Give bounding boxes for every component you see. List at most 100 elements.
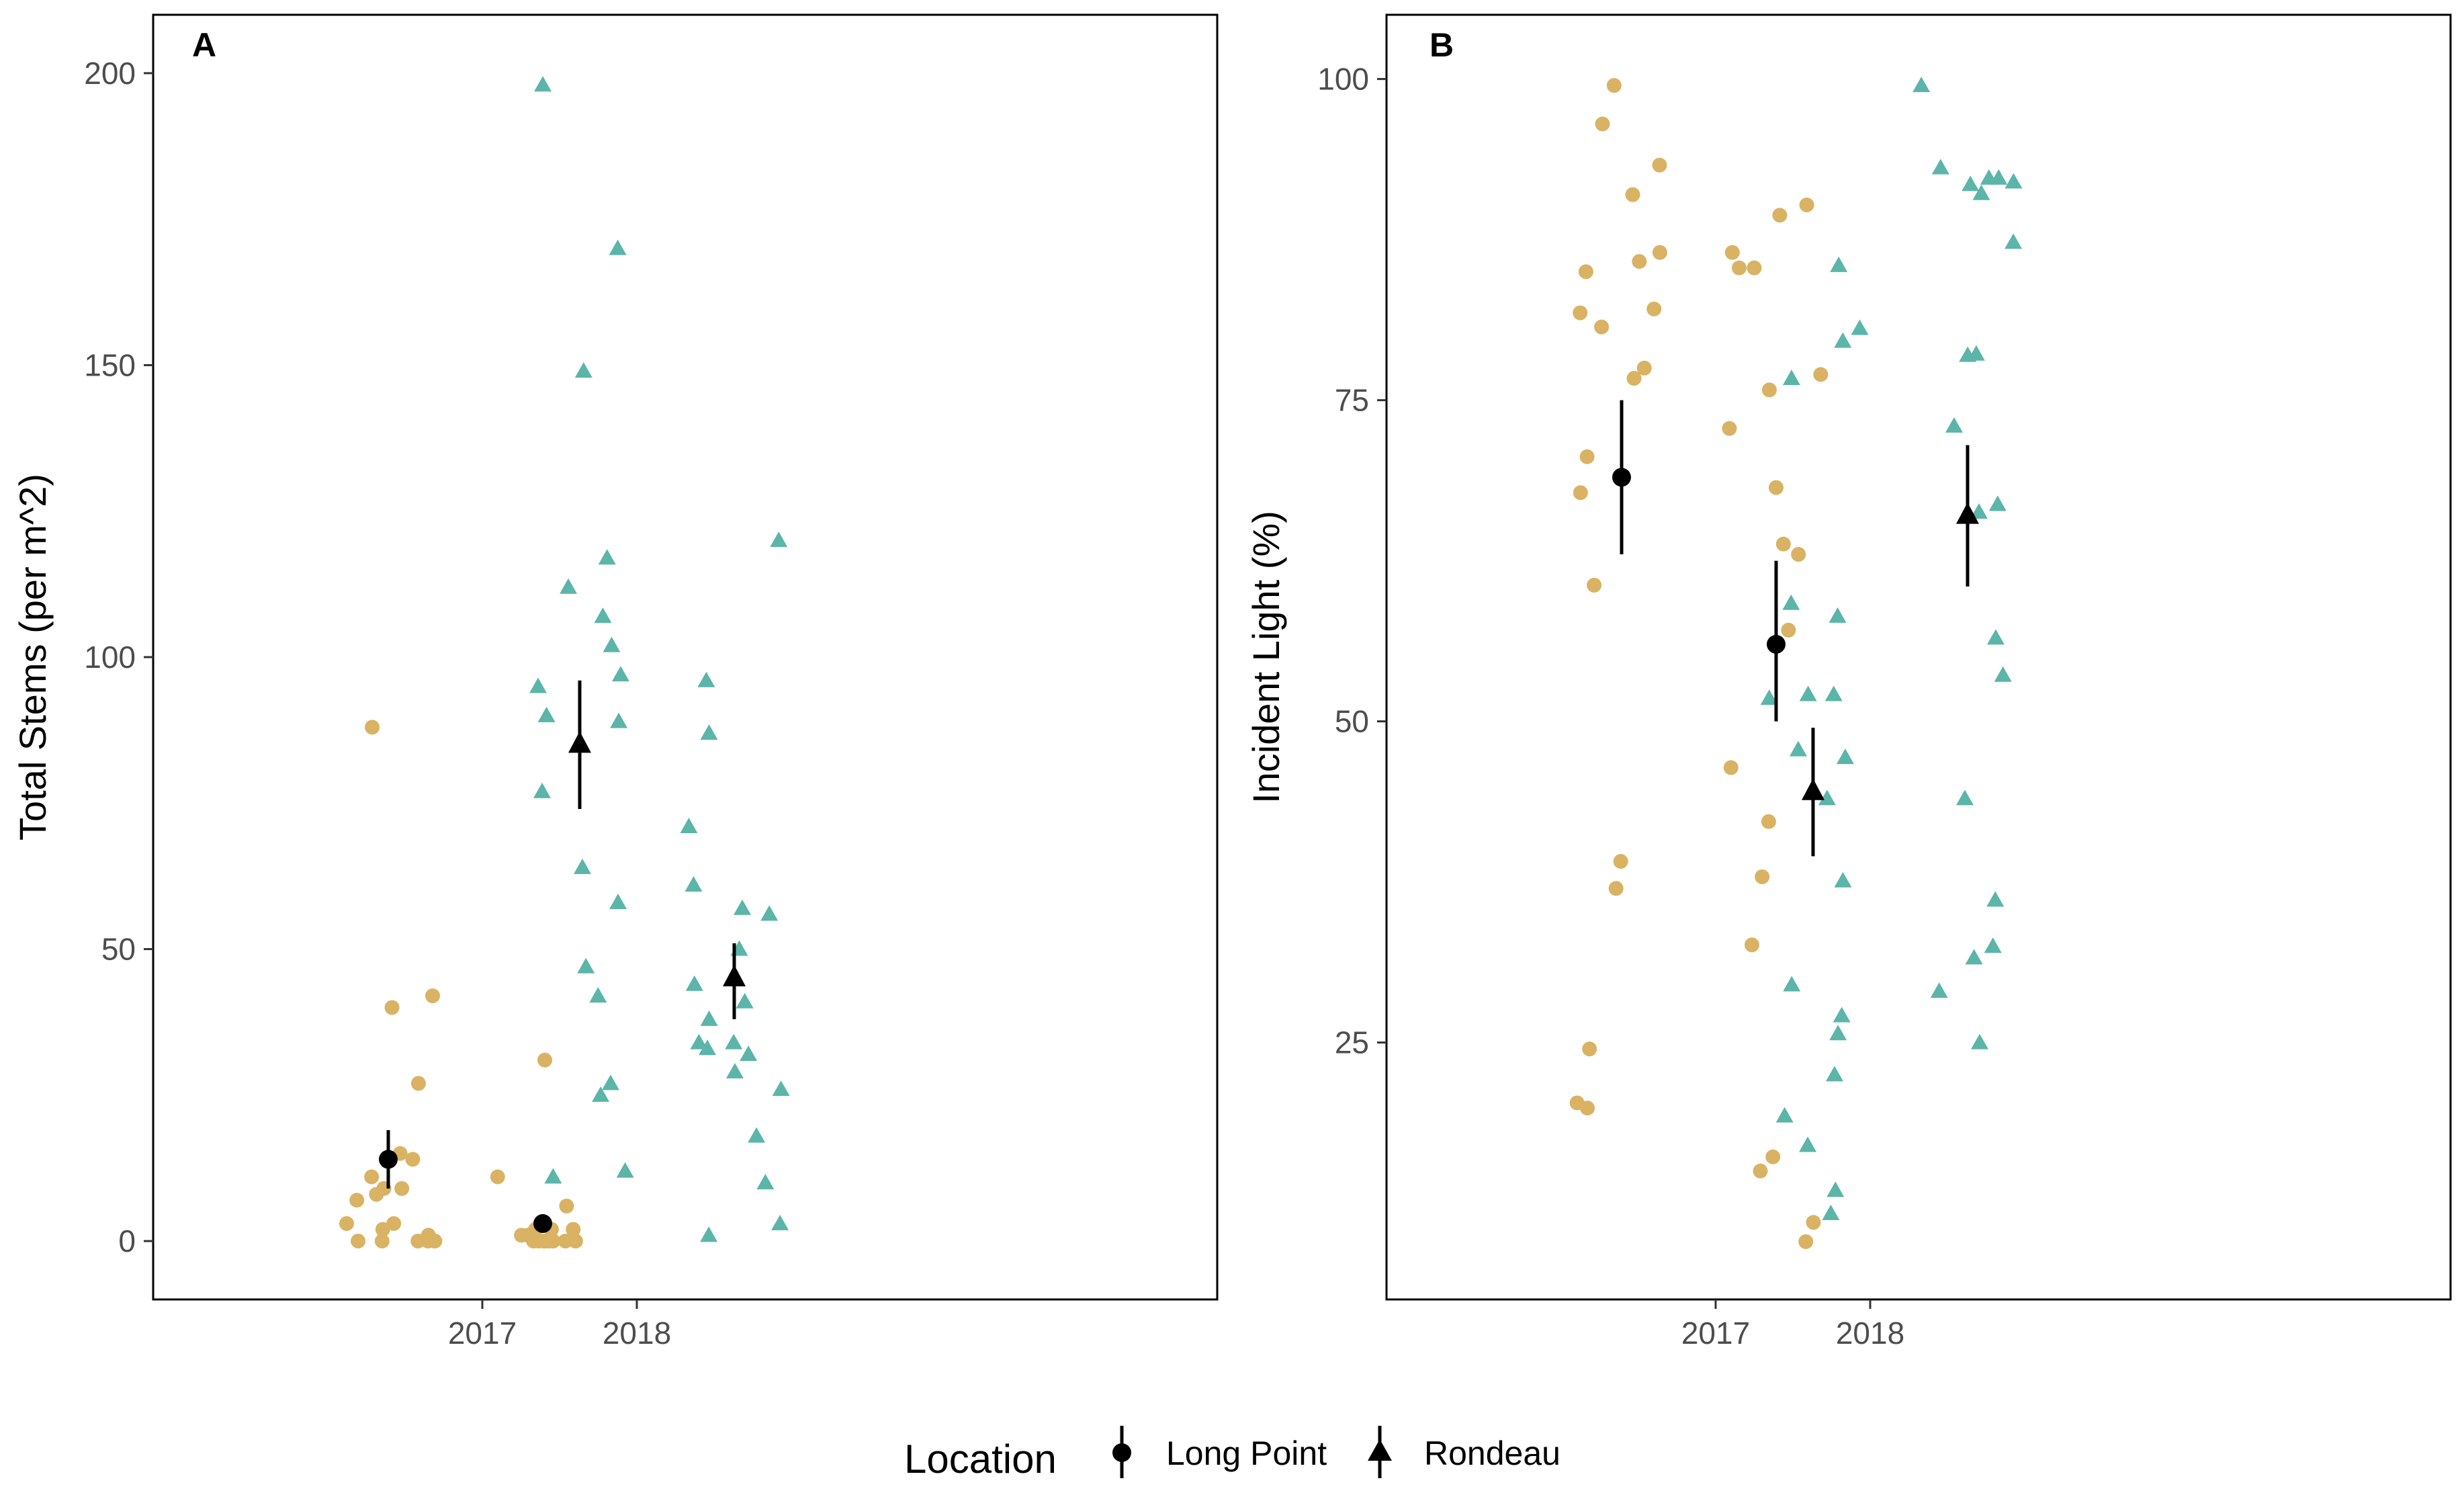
data-point-rondeau <box>699 1039 717 1056</box>
data-point-rondeau <box>544 1168 562 1184</box>
data-point-rondeau <box>1833 1007 1851 1023</box>
data-point-rondeau <box>1970 1033 1988 1050</box>
data-point-long-point <box>1613 854 1628 869</box>
data-point-rondeau <box>1988 495 2007 511</box>
data-point-rondeau <box>1799 685 1817 701</box>
mean-marker-long-point <box>1767 634 1786 654</box>
data-point-long-point <box>559 1198 574 1213</box>
data-point-rondeau <box>1822 1204 1840 1220</box>
data-point-long-point <box>1753 1163 1768 1179</box>
data-point-rondeau <box>770 531 788 548</box>
data-point-long-point <box>1595 116 1610 132</box>
panel-a-border <box>152 13 1219 1301</box>
data-point-rondeau <box>2005 233 2023 249</box>
data-point-rondeau <box>725 1033 743 1050</box>
legend-item-long-point: Long Point <box>1112 1426 1327 1478</box>
data-point-long-point <box>558 1234 573 1249</box>
data-point-rondeau <box>690 1033 708 1050</box>
data-point-long-point <box>1724 245 1740 260</box>
data-point-rondeau <box>733 899 751 915</box>
data-point-long-point <box>1798 1234 1814 1249</box>
data-point-long-point <box>1573 305 1588 320</box>
legend-circle-icon <box>1112 1443 1131 1462</box>
y-tick-label: 0 <box>118 1224 136 1258</box>
data-point-long-point <box>545 1234 561 1249</box>
data-point-long-point <box>1636 360 1652 376</box>
panel-b: B 25 50 75 100 2017 2018 Incident Light (%) <box>1245 13 2452 1351</box>
data-point-rondeau <box>589 987 607 1003</box>
data-point-rondeau <box>574 362 592 378</box>
data-point-long-point <box>1731 260 1747 275</box>
data-point-rondeau <box>1789 740 1807 757</box>
data-point-rondeau <box>1984 937 2002 953</box>
data-point-rondeau <box>736 992 754 1009</box>
y-tick-label: 50 <box>101 932 136 967</box>
data-point-rondeau <box>2005 173 2023 189</box>
data-point-long-point <box>1578 264 1593 280</box>
data-point-long-point <box>490 1169 505 1185</box>
mean-marker-long-point <box>1612 468 1631 487</box>
y-tick-label: 150 <box>84 347 136 382</box>
data-point-long-point <box>410 1076 426 1091</box>
data-point-long-point <box>1768 480 1784 495</box>
data-point-rondeau <box>1825 1066 1843 1082</box>
data-point-long-point <box>1755 869 1770 884</box>
y-tick-label: 25 <box>1335 1025 1369 1060</box>
data-point-long-point <box>1791 547 1806 562</box>
data-point-rondeau <box>1990 169 2008 185</box>
data-point-rondeau <box>1760 689 1778 705</box>
data-point-rondeau <box>1775 1107 1794 1123</box>
data-point-rondeau <box>611 666 629 682</box>
data-point-rondeau <box>1962 175 1980 191</box>
legend: Location Long Point Rondeau <box>904 1426 1560 1482</box>
data-point-rondeau <box>1972 184 1990 200</box>
data-point-rondeau <box>1830 256 1848 272</box>
data-point-rondeau <box>1829 1025 1847 1041</box>
data-point-rondeau <box>1959 346 1977 362</box>
data-point-long-point <box>374 1234 390 1249</box>
data-point-long-point <box>1573 485 1588 501</box>
mean-marker-long-point <box>379 1150 398 1169</box>
panel-b-tag: B <box>1429 26 1454 64</box>
data-point-long-point <box>1722 421 1737 436</box>
data-point-rondeau <box>603 636 621 652</box>
data-point-long-point <box>1781 622 1796 638</box>
panel-b-y-axis-title: Incident Light (%) <box>1245 511 1287 804</box>
data-point-long-point <box>349 1193 365 1208</box>
data-point-rondeau <box>685 875 703 892</box>
data-point-rondeau <box>1783 976 1801 992</box>
panel-a-tag: A <box>192 26 216 64</box>
data-point-rondeau <box>533 782 551 798</box>
data-point-long-point <box>394 1181 410 1196</box>
x-tick-label: 2018 <box>1836 1316 1904 1351</box>
data-point-long-point <box>365 720 380 735</box>
data-point-long-point <box>1626 371 1642 386</box>
data-point-rondeau <box>748 1127 766 1143</box>
panel-b-border <box>1385 13 2452 1301</box>
mean-marker-rondeau <box>1956 502 1979 524</box>
data-point-rondeau <box>1945 417 1963 433</box>
data-point-rondeau <box>1836 748 1854 765</box>
data-point-long-point <box>1580 1101 1595 1116</box>
data-point-rondeau <box>560 578 578 594</box>
data-point-long-point <box>1806 1215 1821 1230</box>
data-point-long-point <box>1646 301 1662 316</box>
data-point-rondeau <box>577 957 595 974</box>
data-point-rondeau <box>529 677 547 693</box>
data-point-rondeau <box>1986 891 2005 907</box>
data-point-long-point <box>384 1000 400 1015</box>
data-point-rondeau <box>1782 370 1800 386</box>
x-tick-label: 2017 <box>448 1316 517 1351</box>
legend-item-rondeau: Rondeau <box>1368 1426 1560 1478</box>
data-point-rondeau <box>610 712 628 728</box>
data-point-rondeau <box>685 975 703 991</box>
data-point-rondeau <box>1965 949 1983 965</box>
y-tick-label: 50 <box>1335 704 1369 739</box>
legend-title: Location <box>904 1437 1057 1482</box>
data-point-rondeau <box>1956 789 1974 806</box>
data-point-rondeau <box>594 607 612 624</box>
data-point-rondeau <box>1912 77 1931 93</box>
data-point-rondeau <box>700 1010 718 1026</box>
data-point-rondeau <box>680 818 698 834</box>
data-point-long-point <box>1761 814 1776 829</box>
